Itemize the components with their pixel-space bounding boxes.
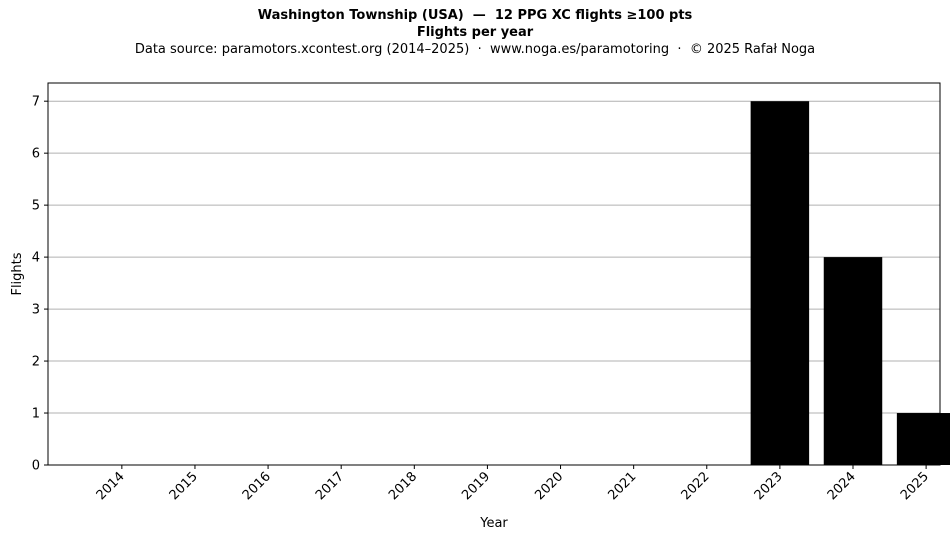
x-tick-label: 2016 bbox=[240, 469, 274, 503]
y-tick-label: 1 bbox=[32, 407, 40, 422]
x-tick-label: 2017 bbox=[313, 469, 347, 503]
x-tick-label: 2019 bbox=[459, 469, 493, 503]
x-axis-ticks: 2014 2015 2016 2017 2018 2019 2020 2021 2022 2023… bbox=[94, 465, 932, 503]
y-tick-label: 2 bbox=[32, 355, 40, 370]
chart-header: Washington Township (USA) — 12 PPG XC fl… bbox=[0, 7, 950, 59]
plot-frame bbox=[47, 82, 941, 466]
y-tick-label: 3 bbox=[32, 303, 40, 318]
x-tick-label: 2022 bbox=[679, 469, 713, 503]
y-tick-label: 7 bbox=[32, 95, 40, 110]
x-tick-label: 2021 bbox=[605, 469, 639, 503]
x-axis-label: Year bbox=[479, 516, 508, 531]
y-tick-label: 5 bbox=[32, 199, 40, 214]
bar-2025 bbox=[896, 413, 950, 465]
bars bbox=[750, 101, 950, 465]
data-source-note: Data source: paramotors.xcontest.org (20… bbox=[134, 42, 816, 57]
x-tick-label: 2023 bbox=[752, 469, 786, 503]
y-axis-ticks: 0 1 2 3 4 5 6 7 bbox=[32, 95, 48, 474]
x-tick-label: 2015 bbox=[167, 469, 201, 503]
y-tick-label: 6 bbox=[32, 147, 40, 162]
x-tick-label: 2014 bbox=[94, 469, 128, 503]
y-tick-label: 0 bbox=[32, 459, 40, 474]
chart-subtitle: Flights per year bbox=[416, 25, 534, 40]
x-tick-label: 2018 bbox=[386, 469, 420, 503]
y-tick-label: 4 bbox=[32, 251, 40, 266]
bar-2024 bbox=[823, 257, 883, 465]
y-axis-label: Flights bbox=[10, 252, 25, 295]
x-tick-label: 2024 bbox=[825, 469, 859, 503]
bar-2023 bbox=[750, 101, 810, 465]
x-tick-label: 2020 bbox=[532, 469, 566, 503]
chart-title: Washington Township (USA) — 12 PPG XC fl… bbox=[257, 8, 693, 23]
x-tick-label: 2025 bbox=[898, 469, 932, 503]
